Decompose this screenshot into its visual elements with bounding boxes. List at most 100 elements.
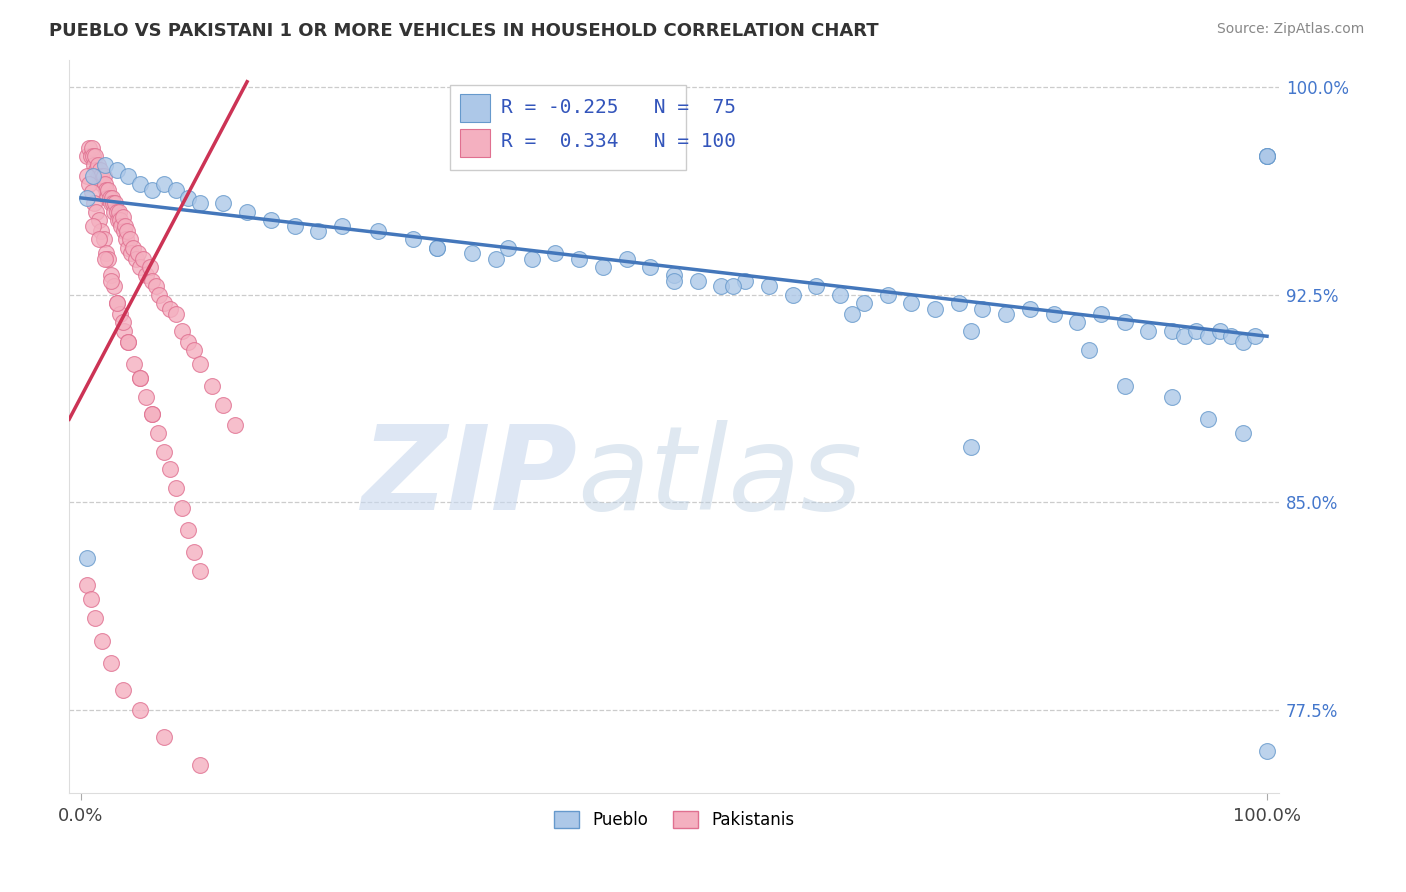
Point [188, 196, 211, 211]
Point [122, 241, 145, 255]
Point [101, 191, 124, 205]
Point [616, 252, 638, 266]
Point [83, 196, 105, 211]
Point [188, 357, 211, 371]
Point [117, 334, 139, 349]
Point [82, 169, 104, 183]
Point [83, 158, 105, 172]
Point [153, 731, 176, 745]
Point [153, 445, 176, 459]
Point [165, 481, 187, 495]
Point [153, 296, 176, 310]
Point [367, 224, 389, 238]
Point [100, 268, 122, 283]
Point [146, 425, 169, 440]
Point [120, 246, 142, 260]
FancyBboxPatch shape [450, 86, 686, 169]
Legend: Pueblo, Pakistanis: Pueblo, Pakistanis [547, 804, 801, 836]
Point [1161, 390, 1184, 404]
Point [145, 279, 167, 293]
Point [183, 343, 205, 357]
Point [520, 252, 543, 266]
Point [640, 260, 662, 274]
Point [402, 232, 425, 246]
Point [105, 296, 128, 310]
Point [153, 177, 176, 191]
Point [758, 279, 780, 293]
Point [959, 324, 981, 338]
Point [79, 149, 101, 163]
Point [212, 398, 235, 412]
Point [170, 324, 193, 338]
Point [1232, 334, 1254, 349]
Point [105, 296, 128, 310]
Point [76, 578, 98, 592]
Point [100, 274, 122, 288]
Point [97, 252, 120, 266]
Point [76, 169, 98, 183]
Point [236, 204, 259, 219]
Point [165, 307, 187, 321]
Point [111, 211, 134, 225]
Point [105, 163, 128, 178]
Point [112, 224, 135, 238]
Point [1256, 149, 1278, 163]
Point [117, 241, 139, 255]
Point [170, 500, 193, 515]
Point [96, 191, 118, 205]
Point [710, 279, 733, 293]
Point [100, 196, 122, 211]
Point [141, 274, 163, 288]
Point [84, 611, 107, 625]
Point [79, 592, 101, 607]
Text: atlas: atlas [578, 420, 862, 534]
Point [806, 279, 828, 293]
Point [496, 241, 519, 255]
Point [76, 550, 98, 565]
Point [1208, 324, 1230, 338]
Point [995, 307, 1018, 321]
Point [103, 204, 125, 219]
Point [148, 287, 170, 301]
Point [159, 462, 181, 476]
Point [94, 252, 117, 266]
Point [1090, 307, 1112, 321]
Text: PUEBLO VS PAKISTANI 1 OR MORE VEHICLES IN HOUSEHOLD CORRELATION CHART: PUEBLO VS PAKISTANI 1 OR MORE VEHICLES I… [49, 22, 879, 40]
Point [1114, 315, 1136, 329]
Point [93, 169, 115, 183]
Point [129, 260, 152, 274]
Point [76, 149, 98, 163]
Point [79, 141, 101, 155]
Point [117, 169, 139, 183]
Point [1161, 324, 1184, 338]
Point [124, 252, 146, 266]
Point [1256, 149, 1278, 163]
Point [260, 213, 283, 227]
Point [93, 232, 115, 246]
Point [568, 252, 591, 266]
Point [1256, 149, 1278, 163]
Point [876, 287, 898, 301]
Point [948, 296, 970, 310]
Text: R = -0.225   N =  75: R = -0.225 N = 75 [501, 98, 737, 117]
Point [80, 141, 103, 155]
Point [662, 274, 685, 288]
Point [841, 307, 863, 321]
Point [91, 177, 114, 191]
Text: ZIP: ZIP [361, 420, 578, 535]
Point [283, 219, 305, 233]
Point [141, 407, 163, 421]
Point [924, 301, 946, 316]
Point [165, 183, 187, 197]
Point [107, 213, 129, 227]
Text: Source: ZipAtlas.com: Source: ZipAtlas.com [1216, 22, 1364, 37]
Point [224, 417, 246, 432]
Point [94, 183, 117, 197]
Point [188, 565, 211, 579]
Point [111, 315, 134, 329]
Bar [460, 129, 491, 157]
Point [105, 204, 128, 219]
Point [141, 183, 163, 197]
Point [1066, 315, 1088, 329]
Point [90, 224, 112, 238]
